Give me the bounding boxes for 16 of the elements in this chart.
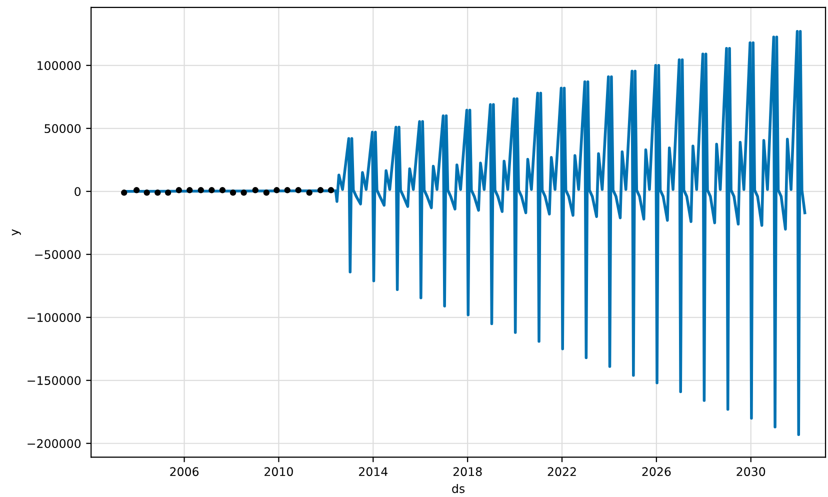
x-tick-label: 2026 [642,467,671,476]
x-tick-label: 2014 [358,467,388,476]
x-tick-label: 2018 [453,467,482,476]
y-tick-label: 100000 [38,61,81,70]
y-tick-label: −100000 [28,313,81,322]
y-tick-label: −150000 [28,376,81,386]
y-tick-label: −50000 [35,250,81,260]
x-tick-label: 2006 [170,467,199,476]
y-tick-label: −200000 [28,439,81,448]
y-tick-label: 0 [74,187,81,196]
y-axis-title: y [12,229,21,236]
x-tick-label: 2022 [548,467,576,476]
y-tick-label: 50000 [44,124,81,134]
x-tick-label: 2030 [736,467,766,476]
x-tick-label: 2010 [264,467,293,476]
x-axis-title: ds [452,484,465,494]
